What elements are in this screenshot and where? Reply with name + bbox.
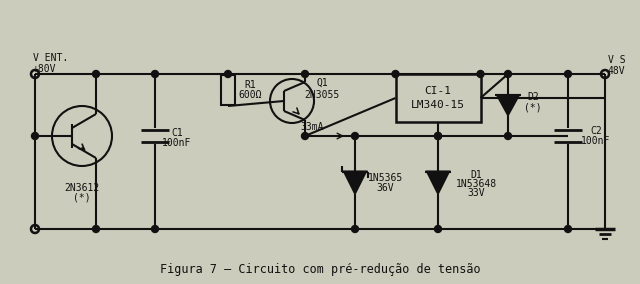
Circle shape	[504, 133, 511, 139]
Text: 100nF: 100nF	[163, 138, 192, 148]
Circle shape	[435, 225, 442, 233]
Text: 33mA: 33mA	[300, 122, 324, 132]
Text: 48V: 48V	[608, 66, 626, 76]
Text: D2: D2	[527, 92, 539, 102]
Text: R1: R1	[244, 80, 256, 90]
Circle shape	[152, 225, 159, 233]
Text: 100nF: 100nF	[581, 136, 611, 146]
Text: 36V: 36V	[376, 183, 394, 193]
Text: +80V: +80V	[33, 64, 56, 74]
Text: V S: V S	[608, 55, 626, 65]
Text: V ENT.: V ENT.	[33, 53, 68, 63]
Text: Figura 7 – Circuito com pré-redução de tensão: Figura 7 – Circuito com pré-redução de t…	[160, 264, 480, 277]
Circle shape	[225, 70, 232, 78]
Text: 1N5365: 1N5365	[367, 172, 403, 183]
Bar	[396, 74, 481, 122]
Circle shape	[435, 133, 442, 139]
Text: CI-1: CI-1	[424, 86, 451, 96]
Text: (*): (*)	[73, 193, 91, 203]
Circle shape	[564, 70, 572, 78]
Text: LM340-15: LM340-15	[411, 100, 465, 110]
Text: Q1
2N3055: Q1 2N3055	[305, 78, 340, 100]
Circle shape	[93, 70, 99, 78]
Text: 600Ω: 600Ω	[238, 90, 262, 100]
Circle shape	[301, 133, 308, 139]
Polygon shape	[497, 95, 519, 115]
Circle shape	[301, 70, 308, 78]
Circle shape	[435, 133, 442, 139]
Circle shape	[93, 225, 99, 233]
Circle shape	[351, 225, 358, 233]
Circle shape	[31, 133, 38, 139]
Text: 1N53648: 1N53648	[456, 179, 497, 189]
Text: C2: C2	[590, 126, 602, 136]
Text: 33V: 33V	[467, 187, 485, 197]
Circle shape	[564, 225, 572, 233]
Circle shape	[152, 70, 159, 78]
Bar	[221, 75, 235, 105]
Text: 2N3612: 2N3612	[65, 183, 100, 193]
Polygon shape	[427, 172, 449, 193]
Text: C1: C1	[171, 128, 183, 138]
Circle shape	[392, 70, 399, 78]
Text: D1: D1	[470, 170, 482, 179]
Circle shape	[477, 70, 484, 78]
Polygon shape	[344, 172, 366, 193]
Text: (*): (*)	[524, 102, 542, 112]
Circle shape	[504, 70, 511, 78]
Circle shape	[351, 133, 358, 139]
